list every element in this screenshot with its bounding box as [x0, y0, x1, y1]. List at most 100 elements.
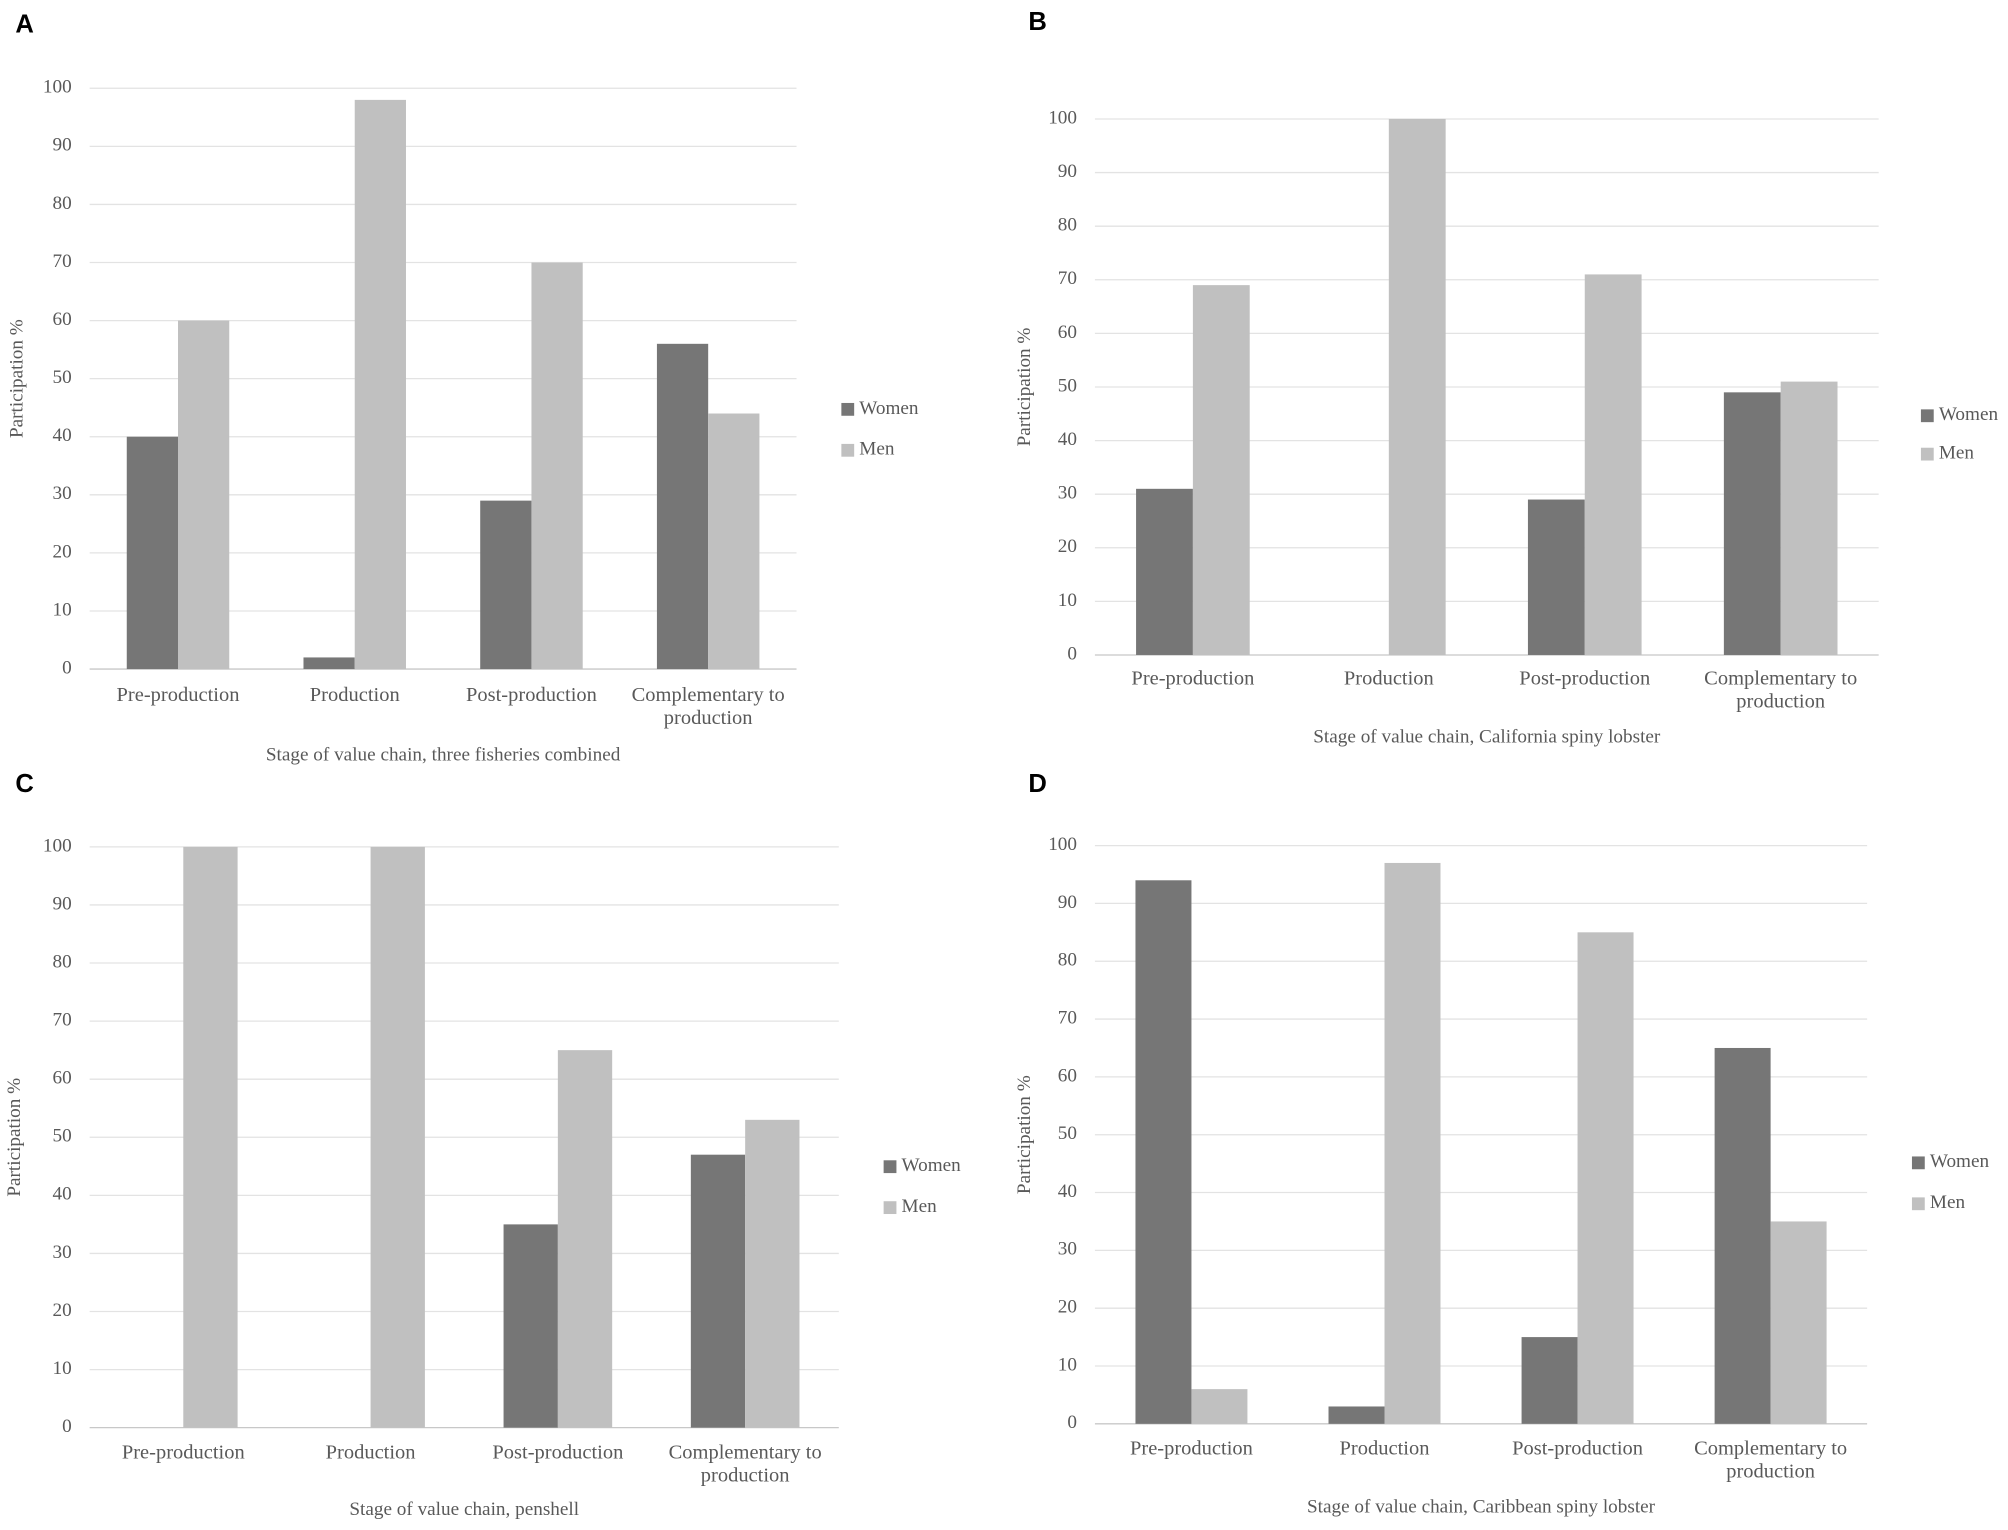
- bar: [1384, 862, 1441, 1424]
- y-tick-label: 60: [1058, 1065, 1077, 1086]
- x-tick-label-box: Complementary to production: [1704, 667, 1858, 714]
- y-tick-label: 0: [1067, 643, 1077, 664]
- bar: [1192, 285, 1250, 655]
- x-tick-label-box: Complementary to production: [668, 1441, 822, 1488]
- y-tick-label: 40: [1058, 1181, 1077, 1202]
- bar: [557, 1050, 613, 1428]
- x-tick-label-box: Complementary to production: [631, 684, 785, 730]
- x-tick-label-box: Post-production: [466, 684, 597, 707]
- y-tick-label: 10: [1058, 1354, 1077, 1375]
- bar: [480, 500, 532, 670]
- y-tick-label: 30: [1058, 483, 1077, 504]
- y-tick-label: 50: [53, 367, 72, 388]
- x-tick-label: Complementary to production: [1704, 667, 1858, 714]
- panel-label: D: [1028, 770, 1046, 798]
- y-tick-label: 60: [53, 309, 72, 330]
- legend-label: Men: [902, 1196, 938, 1217]
- legend-swatch: [841, 443, 855, 457]
- x-tick-label: Complementary to production: [668, 1441, 822, 1488]
- y-tick-label: 20: [53, 1300, 72, 1321]
- bar: [1527, 499, 1585, 655]
- bar: [503, 1224, 558, 1428]
- legend-swatch: [841, 402, 855, 416]
- bar: [1388, 118, 1446, 655]
- y-tick-label: 90: [1058, 161, 1077, 182]
- legend-swatch: [883, 1201, 897, 1215]
- bar: [1136, 488, 1193, 655]
- x-tick-label: Pre-production: [116, 684, 240, 707]
- x-tick-label: Post-production: [1519, 667, 1651, 690]
- y-tick-label: 10: [1058, 590, 1077, 611]
- legend-swatch: [883, 1160, 897, 1174]
- y-tick-label: 80: [53, 193, 72, 214]
- bar: [1723, 392, 1781, 655]
- bar: [370, 846, 425, 1428]
- chart-panel: C 0 10 20 30 40 50 60 70 80 90 100 Participation % St…: [4, 770, 961, 1520]
- legend-label: Men: [1930, 1192, 1966, 1213]
- x-tick-label-box: Production: [309, 684, 400, 707]
- bar: [531, 262, 583, 670]
- legend-swatch: [1920, 447, 1934, 461]
- chart-panel: D 0 10 20 30 40 50 60 70 80 90 100 Participation % St…: [1014, 770, 1989, 1517]
- y-axis-label: Participation %: [4, 1078, 25, 1197]
- y-tick-label: 10: [53, 1358, 72, 1379]
- x-axis-label: Stage of value chain, Caribbean spiny lo…: [1307, 1497, 1656, 1518]
- y-tick-label: 80: [1058, 215, 1077, 236]
- x-tick-label: Post-production: [466, 684, 597, 707]
- bar: [708, 413, 760, 670]
- x-tick-label: Production: [325, 1441, 416, 1464]
- bar: [1135, 880, 1192, 1424]
- bar: [183, 846, 238, 1428]
- legend-swatch: [1911, 1156, 1925, 1170]
- y-tick-label: 10: [53, 599, 72, 620]
- bar: [1584, 274, 1642, 655]
- legend-label: Women: [1939, 404, 1999, 425]
- bar: [1521, 1337, 1578, 1424]
- y-tick-label: 0: [62, 657, 72, 678]
- x-tick-label-box: Pre-production: [1131, 667, 1255, 690]
- y-tick-label: 30: [53, 1242, 72, 1263]
- x-tick-label: Production: [309, 684, 400, 707]
- bar: [1577, 932, 1634, 1424]
- bar: [745, 1119, 800, 1428]
- x-tick-label-box: Post-production: [1512, 1437, 1644, 1460]
- y-tick-label: 60: [1058, 322, 1077, 343]
- panel-label: A: [15, 10, 33, 38]
- y-tick-label: 40: [53, 1184, 72, 1205]
- x-tick-label: Pre-production: [1131, 667, 1255, 690]
- x-tick-label-box: Post-production: [492, 1442, 623, 1464]
- x-tick-label-box: Production: [1344, 668, 1434, 690]
- y-tick-label: 70: [1058, 268, 1077, 289]
- y-tick-label: 40: [53, 425, 72, 446]
- y-tick-label: 90: [53, 135, 72, 156]
- bar: [178, 320, 230, 670]
- y-tick-label: 50: [1058, 1123, 1077, 1144]
- legend-label: Men: [1939, 443, 1975, 464]
- panel-label: B: [1028, 8, 1046, 36]
- y-tick-label: 100: [1048, 834, 1077, 855]
- x-tick-label: Pre-production: [1129, 1437, 1253, 1460]
- x-tick-label: Complementary to production: [631, 684, 785, 730]
- y-tick-label: 80: [53, 951, 72, 972]
- y-tick-label: 70: [1058, 1007, 1077, 1028]
- x-axis-label: Stage of value chain, penshell: [349, 1499, 579, 1520]
- y-axis-label: Participation %: [1014, 1075, 1035, 1194]
- y-tick-label: 70: [53, 251, 72, 272]
- bar: [1328, 1406, 1385, 1424]
- panel-label: C: [15, 770, 33, 798]
- x-tick-label-box: Production: [1339, 1437, 1430, 1460]
- y-tick-label: 70: [53, 1010, 72, 1031]
- x-axis-label: Stage of value chain, California spiny l…: [1313, 727, 1661, 748]
- x-tick-label: Production: [1339, 1437, 1430, 1460]
- chart-panel: A 0 10 20 30 40 50 60 70 80 90 100 Participation % St…: [6, 10, 919, 765]
- y-tick-label: 20: [1058, 1297, 1077, 1318]
- bar: [1770, 1221, 1827, 1424]
- bar: [303, 657, 355, 670]
- y-axis-label: Participation %: [6, 319, 27, 438]
- y-tick-label: 20: [53, 541, 72, 562]
- x-tick-label-box: Pre-production: [1129, 1437, 1253, 1460]
- y-tick-label: 100: [1048, 107, 1077, 128]
- y-axis-label: Participation %: [1014, 328, 1035, 447]
- x-tick-label: Post-production: [1512, 1437, 1644, 1460]
- y-tick-label: 50: [1058, 375, 1077, 396]
